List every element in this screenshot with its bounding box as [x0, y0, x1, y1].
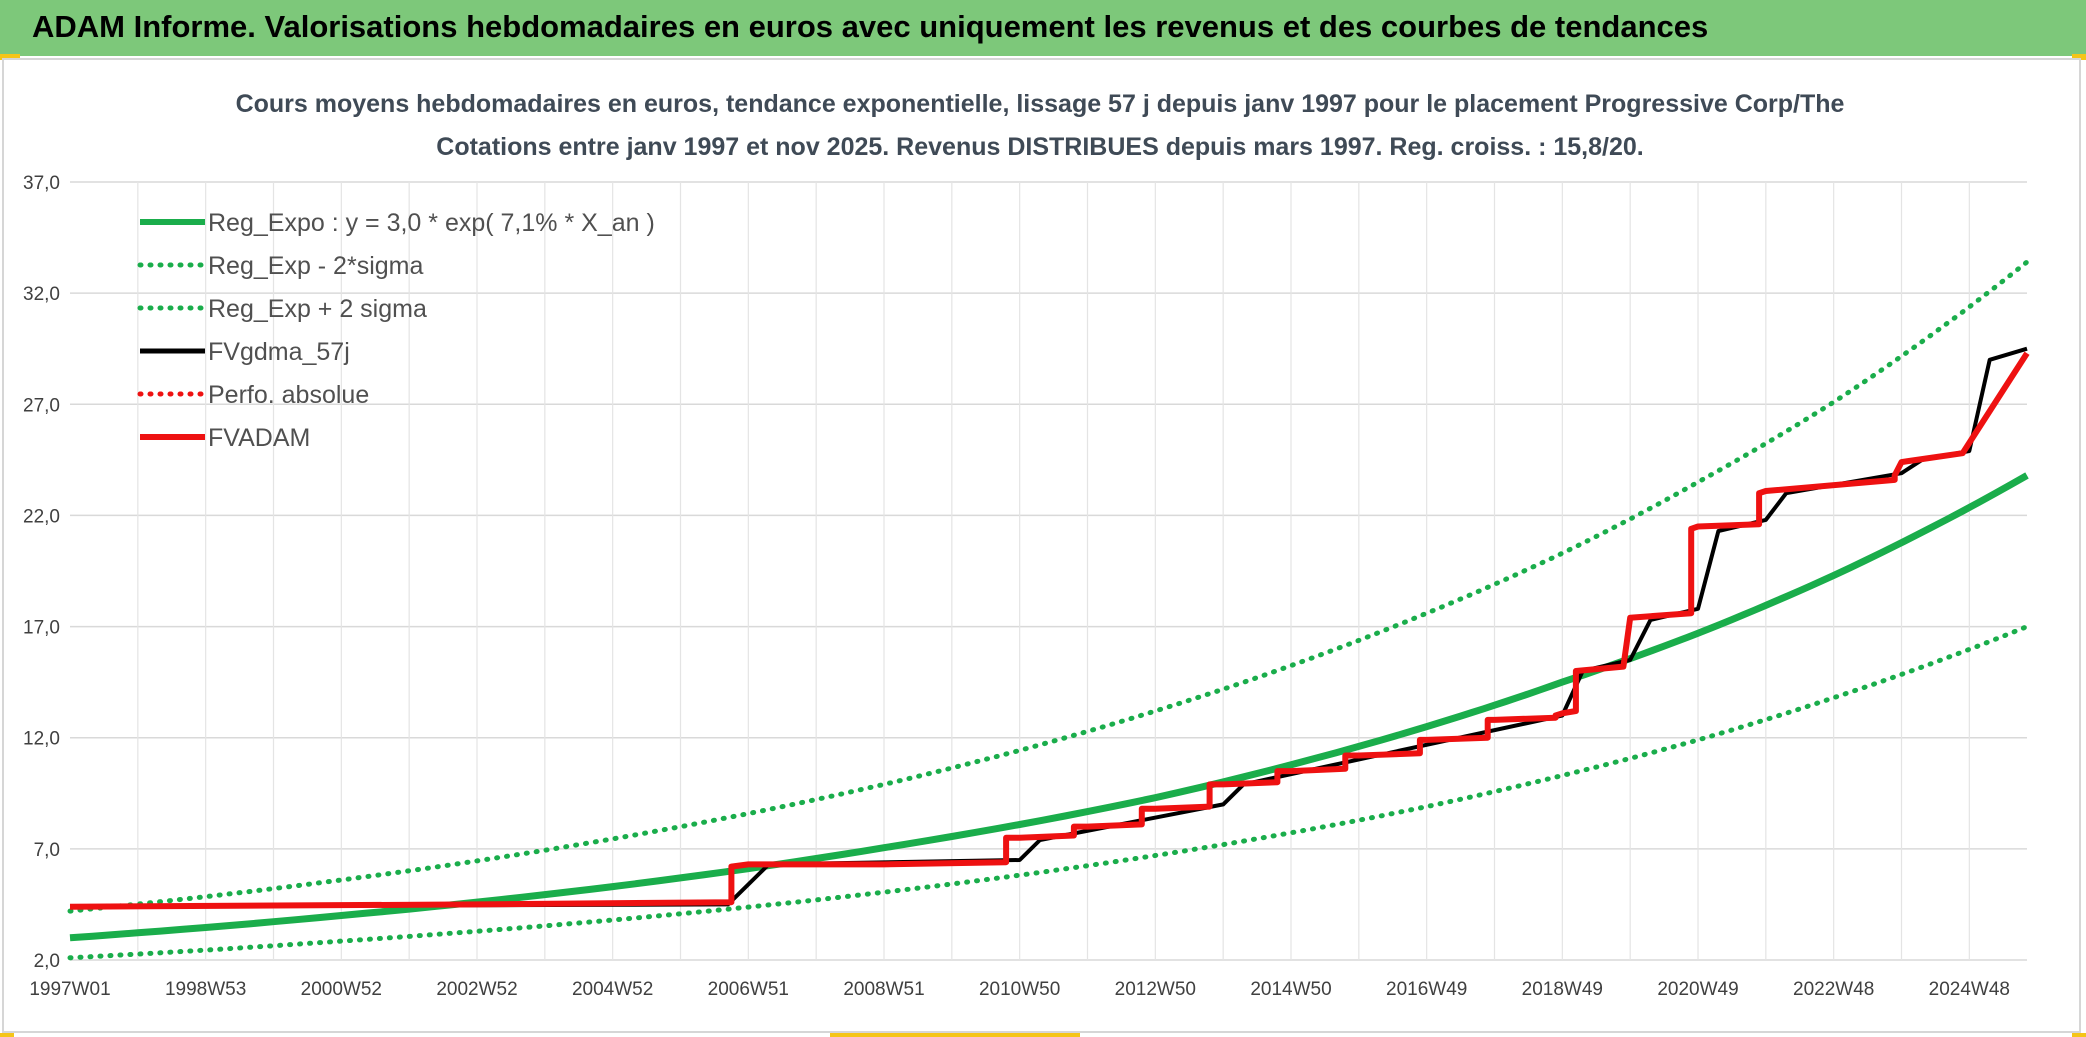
x-tick-label: 2016W49: [1386, 979, 1467, 1000]
x-tick-label: 2010W50: [979, 979, 1060, 1000]
legend-label: Reg_Expo : y = 3,0 * exp( 7,1% * X_an ): [208, 209, 655, 237]
corner-marker-bottom-left: [0, 1033, 14, 1037]
legend: Reg_Expo : y = 3,0 * exp( 7,1% * X_an ) R…: [137, 209, 655, 452]
corner-marker-bottom-right: [2072, 1033, 2086, 1037]
x-tick-label: 2000W52: [301, 979, 382, 1000]
y-tick-label: 32,0: [23, 284, 60, 305]
chart-title: Cours moyens hebdomadaires en euros, ten…: [236, 90, 1845, 118]
x-tick-label: 2012W50: [1115, 979, 1196, 1000]
legend-label: Perfo. absolue: [208, 381, 369, 409]
chart-subtitle: Cotations entre janv 1997 et nov 2025. R…: [436, 133, 1643, 161]
corner-marker-top-left: [0, 54, 20, 60]
x-tick-label: 2002W52: [436, 979, 517, 1000]
chart-frame: [2, 58, 2081, 1033]
series-lines: [67, 259, 2030, 961]
legend-label: Reg_Exp + 2 sigma: [208, 295, 427, 323]
x-tick-label: 2006W51: [708, 979, 789, 1000]
x-tick-label: 2018W49: [1522, 979, 1603, 1000]
x-tick-label: 2008W51: [843, 979, 924, 1000]
series-line-reg-expo-y-3-0-exp-7-1-x-an: [69, 472, 2029, 942]
legend-label: Reg_Exp - 2*sigma: [208, 252, 423, 280]
y-tick-label: 37,0: [23, 173, 60, 194]
y-tick-label: 12,0: [23, 729, 60, 750]
y-tick-label: 27,0: [23, 395, 60, 416]
series-line-reg-exp-2-sigma: [67, 259, 2030, 914]
y-tick-label: 2,0: [34, 951, 60, 972]
legend-label: FVADAM: [208, 424, 310, 452]
x-tick-label: 2022W48: [1793, 979, 1874, 1000]
series-line-reg-exp-2-sigma: [67, 624, 2030, 961]
corner-marker-top-right: [2072, 54, 2086, 60]
report-banner: ADAM Informe. Valorisations hebdomadaire…: [0, 0, 2086, 56]
grid: [70, 181, 2027, 961]
x-tick-label: 2004W52: [572, 979, 653, 1000]
report-banner-title: ADAM Informe. Valorisations hebdomadaire…: [32, 9, 1709, 44]
x-tick-label: 1998W53: [165, 979, 246, 1000]
corner-marker-bottom-center: [830, 1033, 1080, 1037]
series-line-fvgdma-57j: [69, 346, 2028, 909]
y-tick-label: 7,0: [34, 840, 60, 861]
y-tick-label: 22,0: [23, 506, 60, 527]
x-tick-label: 2024W48: [1929, 979, 2010, 1000]
x-tick-label: 2020W49: [1657, 979, 1738, 1000]
series-line-fvadam: [69, 351, 2030, 910]
legend-label: FVgdma_57j: [208, 338, 350, 366]
axis-ticks: 2,0 7,0 12,0 17,0 22,0 27,0 32,0 37,0 1997W01 199…: [23, 173, 2010, 1000]
x-tick-label: 2014W50: [1250, 979, 1331, 1000]
x-tick-label: 1997W01: [29, 979, 110, 1000]
y-tick-label: 17,0: [23, 618, 60, 639]
